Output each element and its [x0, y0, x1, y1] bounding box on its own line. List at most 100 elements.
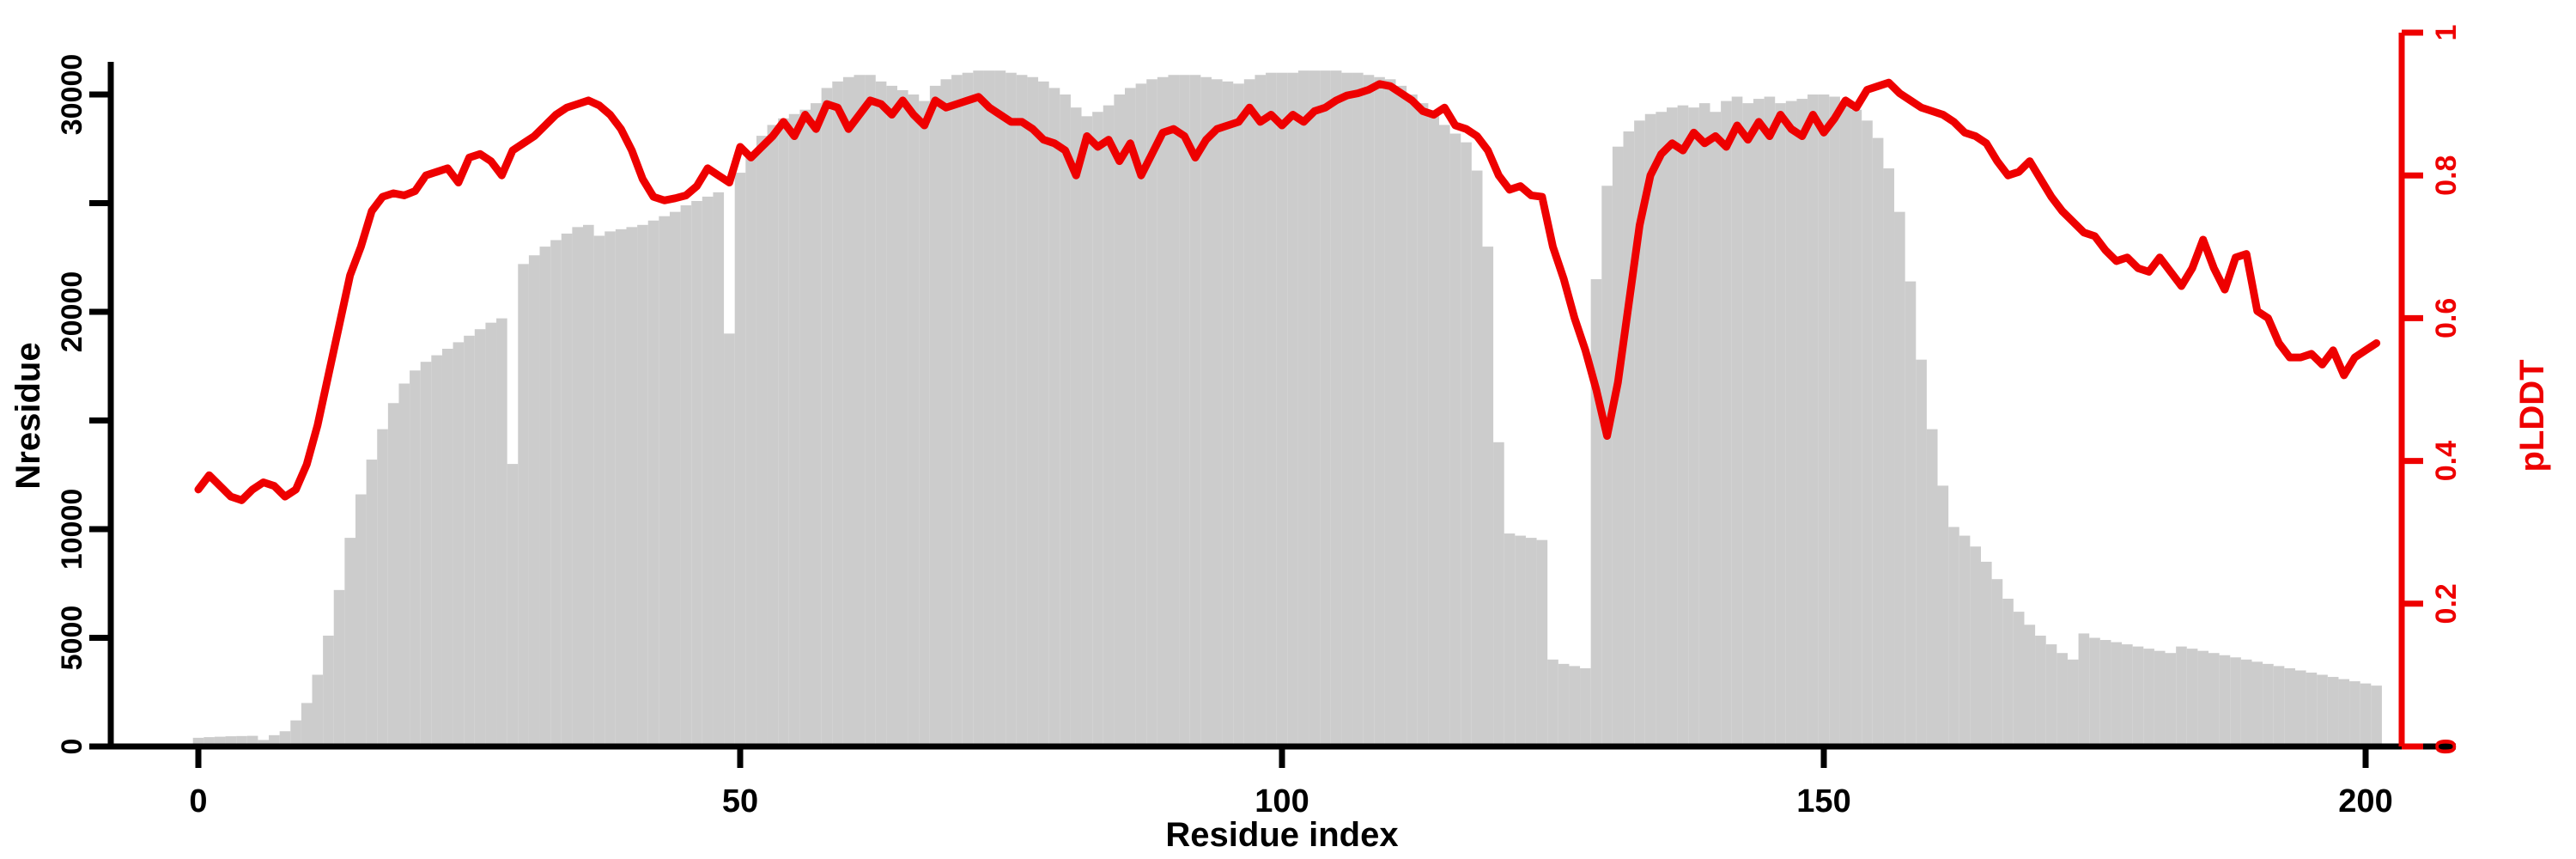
- bar: [410, 370, 421, 746]
- bar: [1438, 125, 1450, 747]
- bar: [1558, 663, 1570, 746]
- bar: [2327, 677, 2339, 746]
- bar: [1569, 666, 1581, 746]
- axis-y-left-tick-label: 20000: [56, 271, 88, 353]
- bar: [1829, 96, 1840, 746]
- bar: [387, 403, 399, 746]
- line-series-plddt: [194, 78, 2381, 504]
- bar: [702, 196, 714, 746]
- axis-label-residue-index: Residue index: [1165, 816, 1398, 854]
- bar: [192, 737, 204, 746]
- axis-y-left-tick-label: 5000: [56, 606, 88, 671]
- axis-y-right-tick-label: 0.8: [2430, 155, 2463, 196]
- bar: [973, 70, 984, 747]
- bar: [1406, 94, 1418, 746]
- bar: [1330, 70, 1342, 747]
- bar: [485, 322, 497, 746]
- bar: [1710, 112, 1722, 747]
- bar: [258, 740, 270, 746]
- bar: [1764, 96, 1776, 746]
- bar: [1482, 247, 1494, 747]
- bar: [1839, 101, 1851, 747]
- bar: [724, 333, 735, 746]
- axis-y-left-tick-label: 30000: [56, 54, 88, 136]
- bar: [1698, 103, 1710, 747]
- bar: [1395, 85, 1407, 746]
- bar: [2371, 685, 2382, 746]
- bar: [377, 429, 388, 746]
- bar: [1872, 137, 1884, 747]
- bar: [713, 192, 725, 747]
- bar: [832, 81, 843, 746]
- axis-y-right-tick-label: 0.2: [2430, 583, 2463, 624]
- bar: [1656, 112, 1668, 747]
- bar: [344, 538, 355, 746]
- axis-y-right-tick-label: 1: [2430, 25, 2463, 41]
- axis-x-tick-label: 200: [2338, 783, 2392, 819]
- bar: [1850, 109, 1862, 746]
- axis-y-right-tick-label: 0.4: [2430, 441, 2463, 481]
- bar: [1547, 659, 1558, 746]
- bar: [1894, 211, 1905, 746]
- bar: [2284, 667, 2295, 746]
- bar: [1081, 116, 1093, 747]
- bar: [528, 255, 540, 747]
- bar: [1862, 120, 1873, 747]
- bar: [1297, 70, 1309, 747]
- bar: [204, 737, 215, 746]
- bar: [1320, 70, 1331, 747]
- bar: [290, 720, 301, 746]
- bar: [1818, 94, 1830, 746]
- plddt-line-path: [194, 78, 2381, 504]
- axis-y-right-tick-label: 0.6: [2430, 298, 2463, 338]
- axis-x-tick-label: 50: [722, 783, 758, 819]
- bar: [1276, 72, 1288, 746]
- bar: [2263, 663, 2274, 746]
- bar: [1103, 105, 1115, 746]
- bar: [659, 216, 670, 746]
- bar: [2165, 653, 2177, 746]
- bar: [2317, 674, 2328, 746]
- bar: [1536, 539, 1548, 746]
- bar: [1016, 75, 1028, 747]
- bar: [366, 460, 378, 746]
- bar: [983, 70, 995, 747]
- bar: [1601, 186, 1613, 746]
- bar: [691, 200, 702, 747]
- bar: [1742, 103, 1753, 747]
- bar: [474, 329, 486, 746]
- bar: [2240, 659, 2252, 746]
- bar: [875, 81, 887, 746]
- bar: [1590, 279, 1602, 746]
- bar: [561, 233, 573, 746]
- bar: [1092, 112, 1103, 747]
- bar: [2273, 666, 2285, 746]
- bar: [1200, 76, 1212, 746]
- bar: [1070, 107, 1082, 747]
- bar: [940, 79, 952, 747]
- bar: [1504, 533, 1516, 746]
- bar: [2251, 661, 2263, 746]
- bar: [2013, 612, 2025, 746]
- bar: [2045, 644, 2057, 746]
- bar: [1341, 72, 1353, 746]
- bar: [778, 118, 789, 746]
- bar: [962, 72, 974, 746]
- bar: [593, 235, 605, 746]
- bar: [1926, 429, 1938, 746]
- bar: [441, 349, 453, 746]
- bar: [2230, 657, 2241, 746]
- bar: [539, 247, 551, 747]
- bar: [908, 94, 920, 746]
- bar: [1179, 75, 1190, 747]
- bar: [2035, 635, 2046, 746]
- bar: [1525, 538, 1537, 746]
- bar: [1731, 96, 1743, 746]
- bar: [1114, 94, 1126, 746]
- bar: [1352, 72, 1364, 746]
- bar: [2132, 646, 2144, 746]
- axis-label-nresidue: Nresidue: [9, 342, 47, 489]
- bar: [2294, 670, 2306, 746]
- bar: [854, 75, 866, 747]
